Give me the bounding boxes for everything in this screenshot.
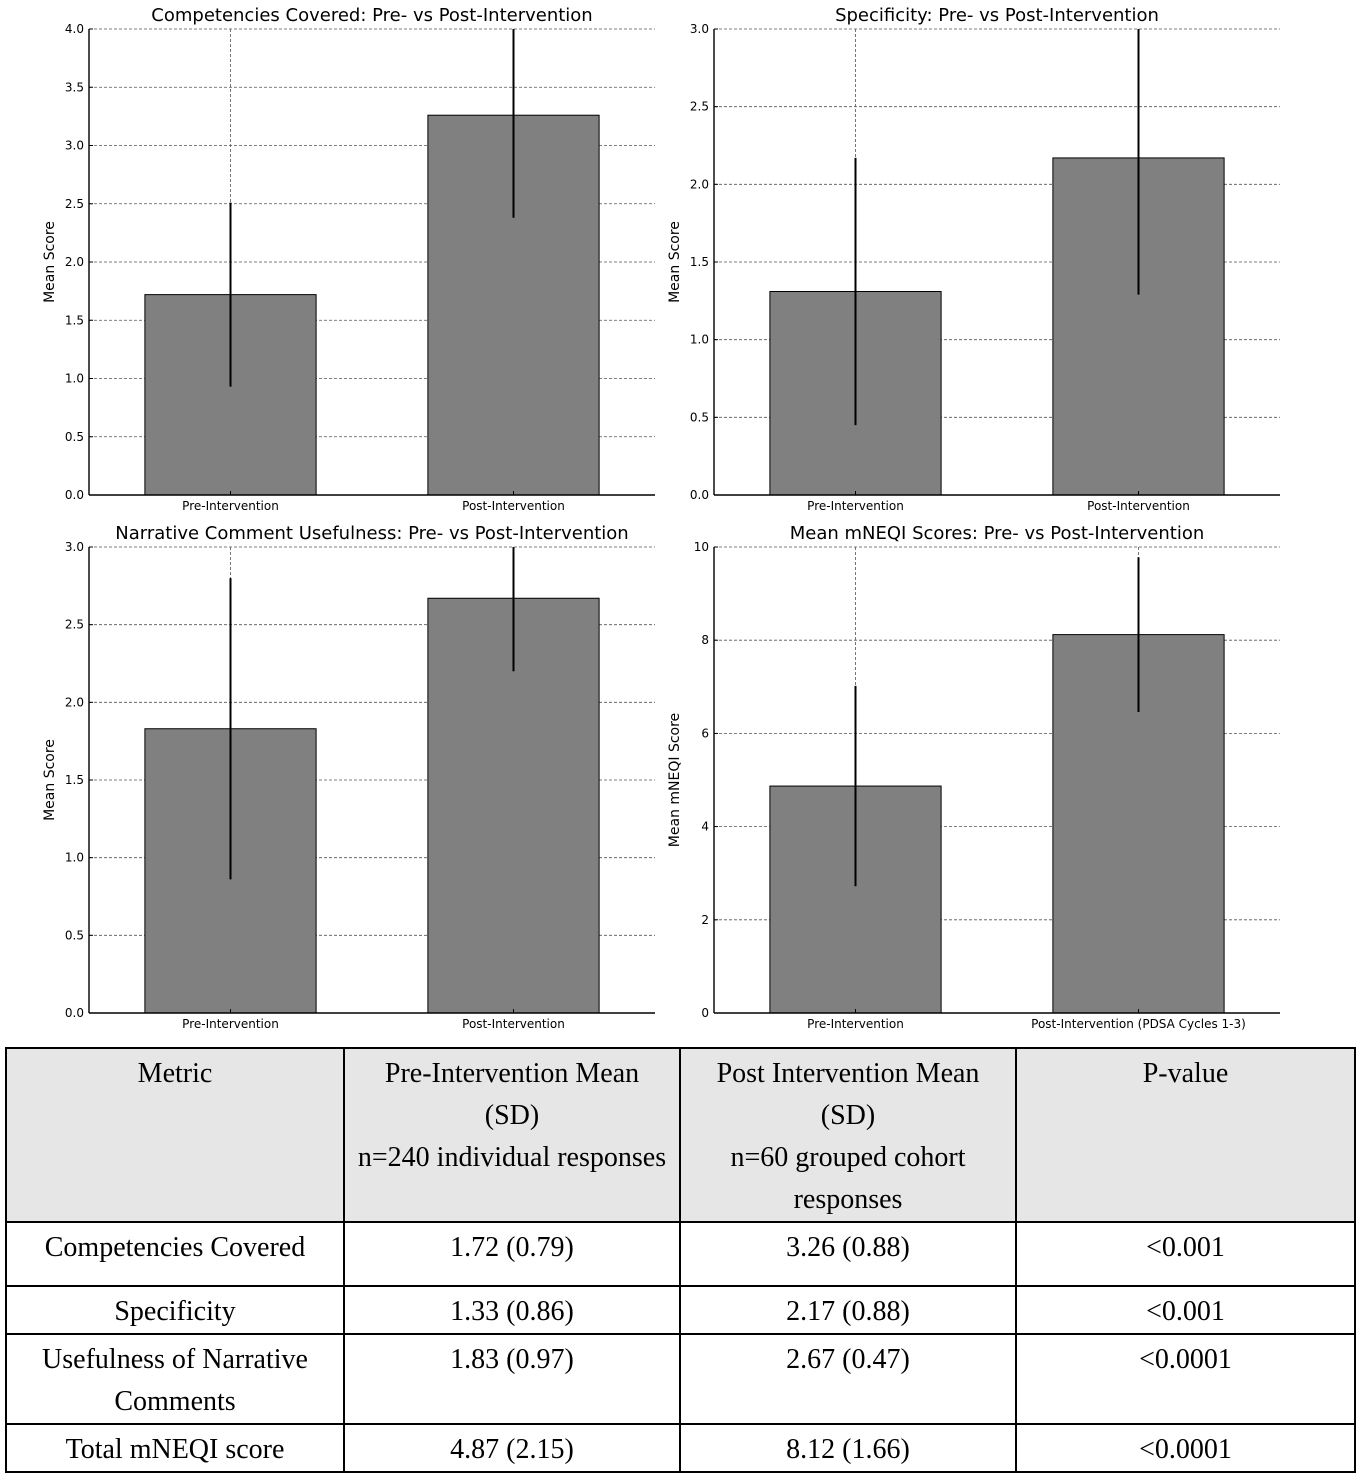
header-metric: Metric xyxy=(5,1047,345,1223)
header-post-intervention: Post Intervention Mean (SD) n=60 grouped… xyxy=(679,1047,1017,1223)
x-tick-label: Pre-Intervention xyxy=(182,499,279,513)
cell-pre-mean: 1.72 (0.79) xyxy=(343,1221,681,1287)
x-tick-label: Post-Intervention xyxy=(462,1017,565,1031)
table-row: Usefulness of Narrative Comments 1.83 (0… xyxy=(5,1333,1356,1425)
chart-title: Narrative Comment Usefulness: Pre- vs Po… xyxy=(115,523,628,544)
cell-metric: Usefulness of Narrative Comments xyxy=(5,1333,345,1425)
y-tick-label: 1.0 xyxy=(65,372,84,386)
cell-post-mean: 8.12 (1.66) xyxy=(679,1423,1017,1473)
table-row: Competencies Covered 1.72 (0.79) 3.26 (0… xyxy=(5,1221,1356,1287)
y-axis-label: Mean Score xyxy=(667,221,683,303)
table-row: Total mNEQI score 4.87 (2.15) 8.12 (1.66… xyxy=(5,1423,1356,1473)
y-tick-label: 10 xyxy=(694,540,709,554)
y-tick-label: 3.0 xyxy=(65,540,84,554)
chart-title: Mean mNEQI Scores: Pre- vs Post-Interven… xyxy=(790,523,1205,544)
table-row: Specificity 1.33 (0.86) 2.17 (0.88) <0.0… xyxy=(5,1285,1356,1335)
cell-p-value: <0.0001 xyxy=(1015,1423,1356,1473)
x-tick-label: Pre-Intervention xyxy=(807,1017,904,1031)
y-tick-label: 2.0 xyxy=(690,177,709,191)
y-tick-label: 1.5 xyxy=(65,313,84,327)
header-p-value: P-value xyxy=(1015,1047,1356,1223)
table-header-row: Metric Pre-Intervention Mean (SD) n=240 … xyxy=(5,1047,1356,1223)
y-tick-label: 3.5 xyxy=(65,80,84,94)
y-axis-label: Mean mNEQI Score xyxy=(667,713,683,847)
charts-svg: 0.0 0.5 1.0 1.5 2.0 2.5 3.0 3.5 4.0 Pre-Intervent… xyxy=(42,5,1280,1031)
cell-post-mean: 2.67 (0.47) xyxy=(679,1333,1017,1425)
y-tick-label: 0.5 xyxy=(65,928,84,942)
y-tick-label: 2 xyxy=(701,913,709,927)
chart-title: Competencies Covered: Pre- vs Post-Inter… xyxy=(151,5,592,26)
cell-metric: Competencies Covered xyxy=(5,1221,345,1287)
y-tick-label: 6 xyxy=(701,726,709,740)
y-tick-label: 1.5 xyxy=(690,255,709,269)
header-line: Metric xyxy=(137,1058,213,1089)
y-tick-label: 3.0 xyxy=(690,22,709,36)
cell-post-mean: 2.17 (0.88) xyxy=(679,1285,1017,1335)
x-tick-label: Post-Intervention xyxy=(462,499,565,513)
y-tick-label: 0.0 xyxy=(65,1006,84,1020)
header-subline: n=60 grouped cohort responses xyxy=(730,1142,966,1215)
x-tick-label: Pre-Intervention xyxy=(182,1017,279,1031)
y-tick-label: 8 xyxy=(701,633,709,647)
y-tick-label: 4.0 xyxy=(65,22,84,36)
x-tick-label: Post-Intervention (PDSA Cycles 1-3) xyxy=(1031,1017,1246,1031)
y-tick-label: 0 xyxy=(701,1006,709,1020)
y-tick-label: 1.5 xyxy=(65,773,84,787)
chart-title: Specificity: Pre- vs Post-Intervention xyxy=(835,5,1159,26)
y-tick-label: 2.5 xyxy=(690,100,709,114)
x-tick-label: Post-Intervention xyxy=(1087,499,1190,513)
cell-metric: Total mNEQI score xyxy=(5,1423,345,1473)
y-tick-label: 0.5 xyxy=(65,430,84,444)
y-tick-label: 1.0 xyxy=(65,851,84,865)
y-tick-label: 0.0 xyxy=(690,488,709,502)
cell-p-value: <0.001 xyxy=(1015,1221,1356,1287)
y-tick-label: 2.5 xyxy=(65,197,84,211)
y-tick-label: 2.5 xyxy=(65,618,84,632)
y-tick-label: 2.0 xyxy=(65,695,84,709)
charts-grid: 0.0 0.5 1.0 1.5 2.0 2.5 3.0 3.5 4.0 Pre-Intervent… xyxy=(42,5,1280,1031)
header-line: P-value xyxy=(1142,1058,1229,1089)
y-axis-label: Mean Score xyxy=(42,221,58,303)
cell-pre-mean: 4.87 (2.15) xyxy=(343,1423,681,1473)
cell-p-value: <0.0001 xyxy=(1015,1333,1356,1425)
header-pre-intervention: Pre-Intervention Mean (SD) n=240 individ… xyxy=(343,1047,681,1223)
cell-pre-mean: 1.83 (0.97) xyxy=(343,1333,681,1425)
y-tick-label: 3.0 xyxy=(65,139,84,153)
cell-metric: Specificity xyxy=(5,1285,345,1335)
y-tick-label: 1.0 xyxy=(690,333,709,347)
y-tick-label: 0.0 xyxy=(65,488,84,502)
y-axis-label: Mean Score xyxy=(42,739,58,821)
y-tick-label: 4 xyxy=(701,820,709,834)
y-tick-label: 2.0 xyxy=(65,255,84,269)
header-line: Post Intervention Mean (SD) xyxy=(716,1058,980,1131)
cell-post-mean: 3.26 (0.88) xyxy=(679,1221,1017,1287)
results-table: Metric Pre-Intervention Mean (SD) n=240 … xyxy=(5,1047,1356,1473)
x-tick-label: Pre-Intervention xyxy=(807,499,904,513)
cell-p-value: <0.001 xyxy=(1015,1285,1356,1335)
y-tick-label: 0.5 xyxy=(690,410,709,424)
cell-pre-mean: 1.33 (0.86) xyxy=(343,1285,681,1335)
header-line: Pre-Intervention Mean (SD) xyxy=(384,1058,640,1131)
header-subline: n=240 individual responses xyxy=(357,1142,667,1173)
